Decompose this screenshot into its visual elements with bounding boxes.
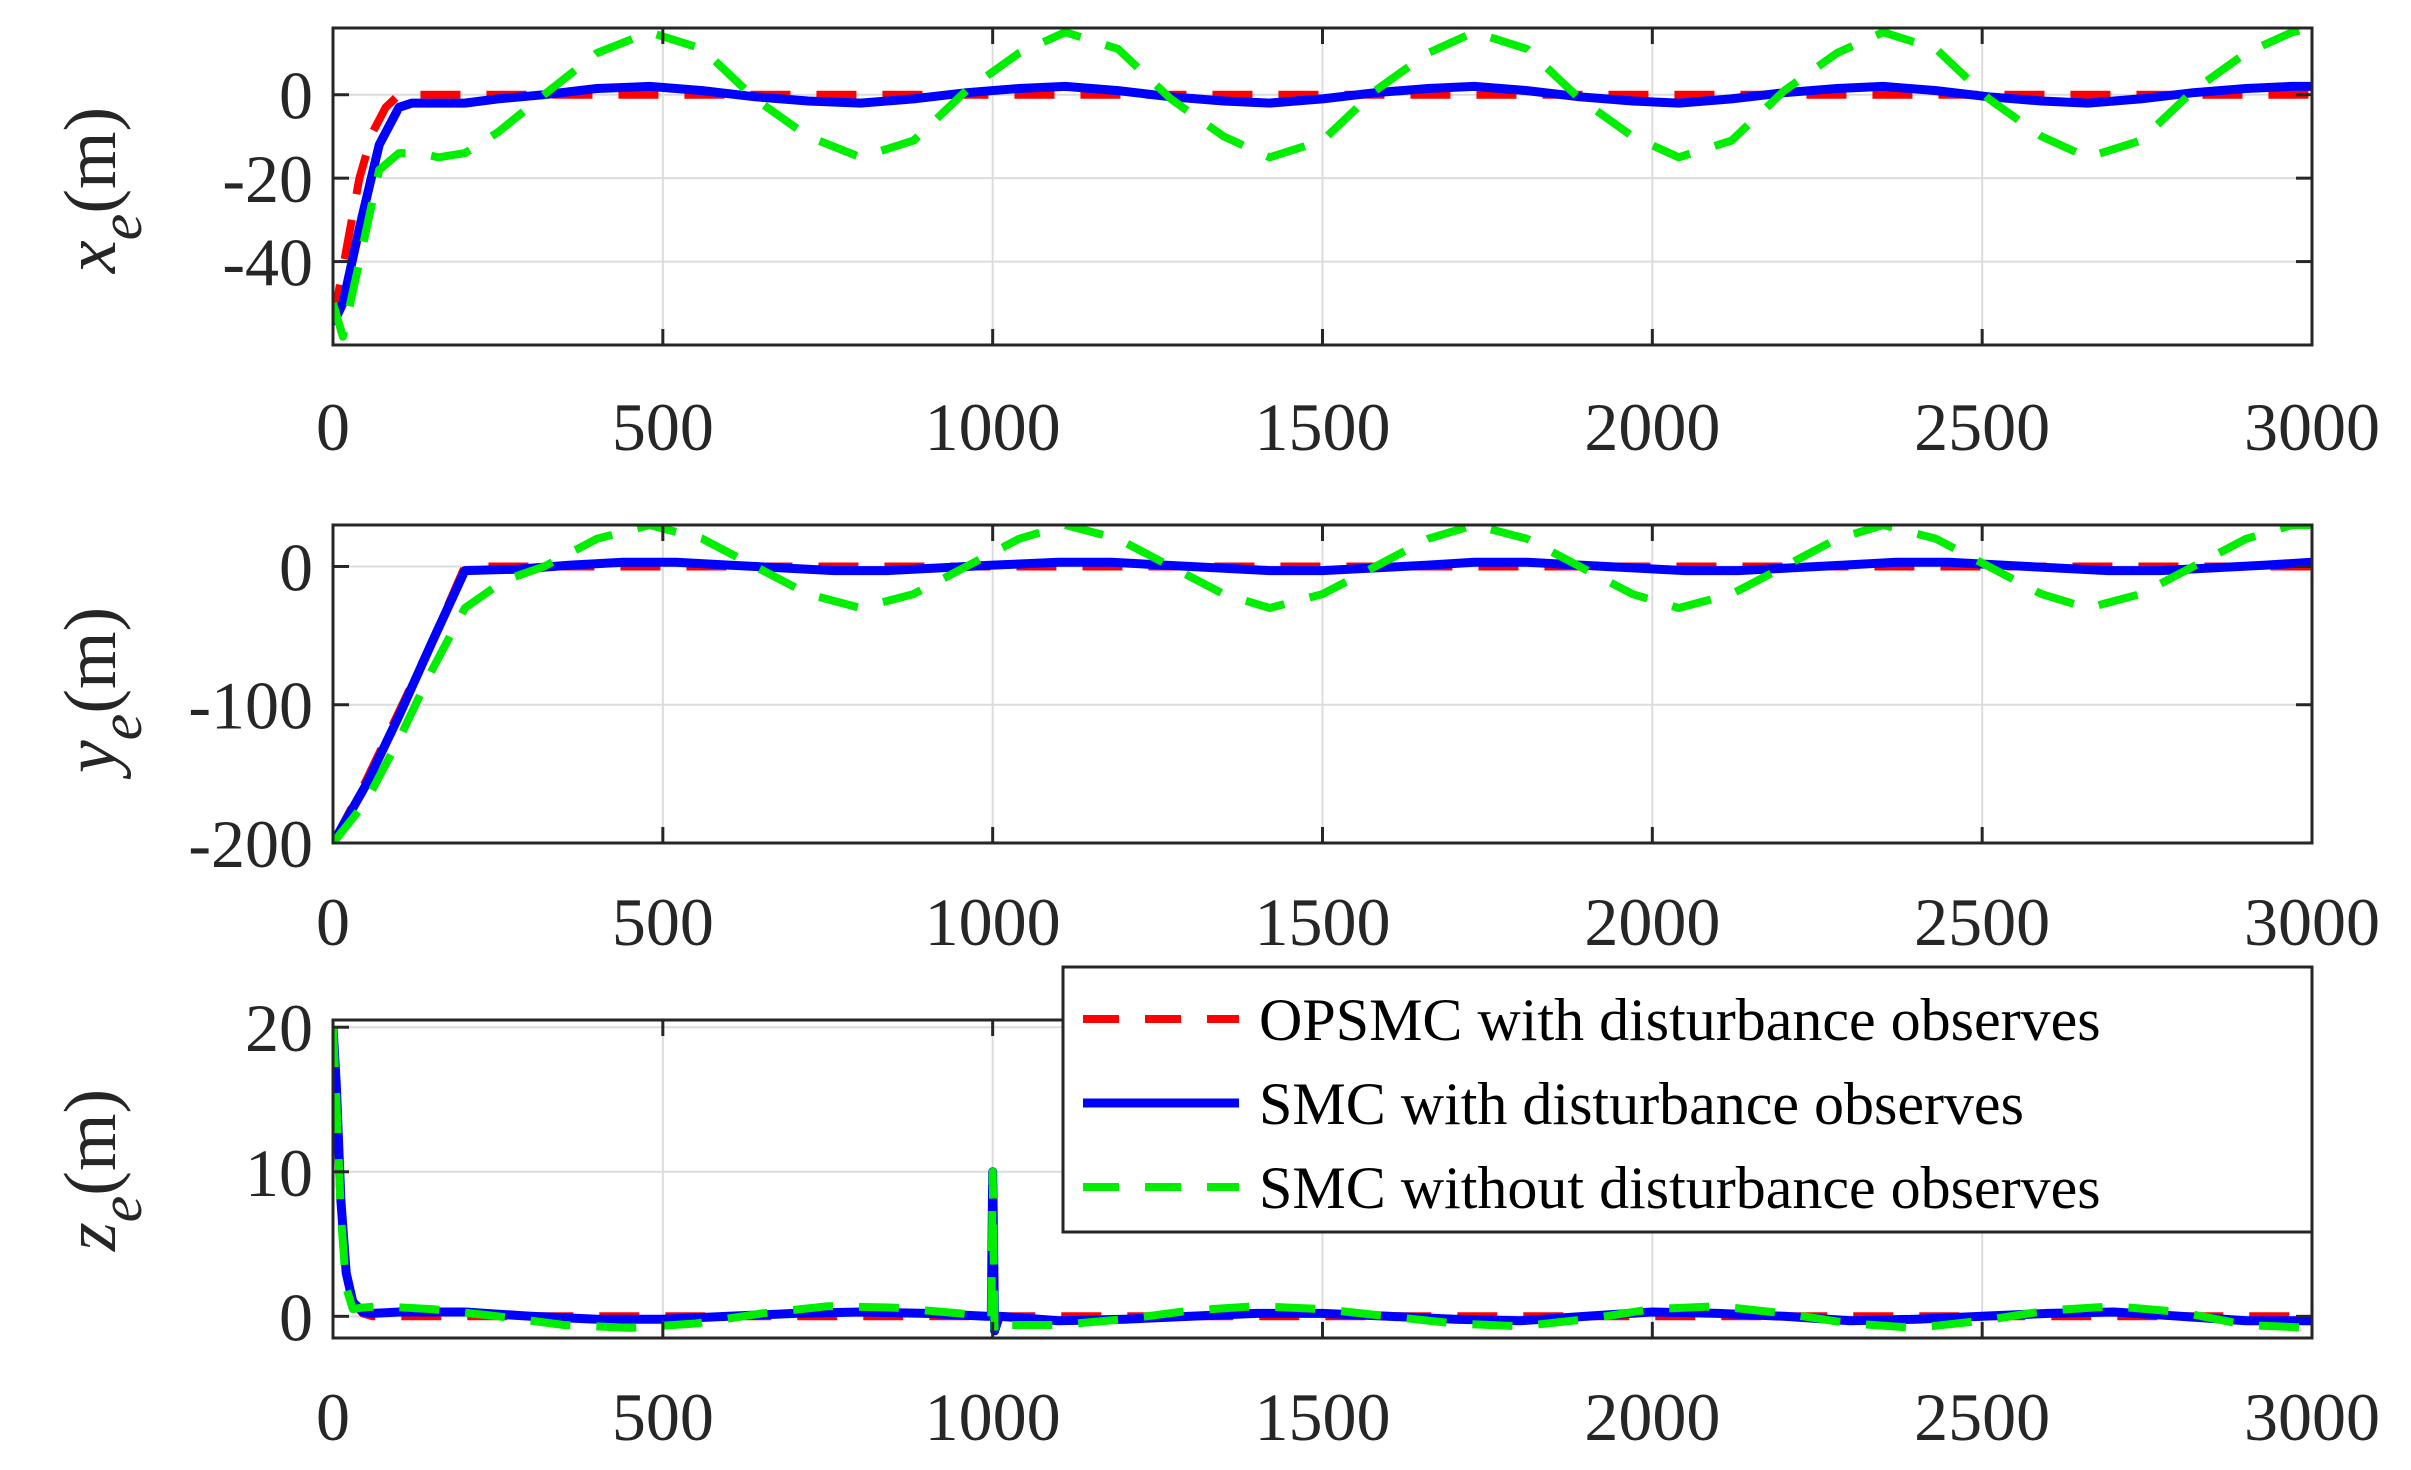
legend-label: SMC without disturbance observes: [1259, 1155, 2101, 1221]
chart-panel-y: 0 500 1000 1500 2000 2500 3000 0 -100 -200 ye(m): [50, 523, 2380, 960]
y-tick-label: 10: [245, 1135, 313, 1211]
y-tick-label: -40: [222, 225, 313, 301]
x-tick-label: 500: [612, 1379, 714, 1455]
legend-label: SMC with disturbance observes: [1259, 1071, 2024, 1137]
x-tick-label: 2000: [1584, 884, 1720, 960]
x-tick-label: 3000: [2244, 1379, 2380, 1455]
x-tick-label: 1000: [925, 884, 1061, 960]
y-axis-label-var: z: [50, 1222, 132, 1252]
x-tick-label: 3000: [2244, 389, 2380, 465]
x-tick-label: 3000: [2244, 884, 2380, 960]
y-axis-label: ye(m): [50, 607, 154, 780]
legend-label: OPSMC with disturbance observes: [1259, 987, 2101, 1053]
series-line-smc_no_obs: [333, 1027, 2312, 1338]
x-tick-label: 2500: [1914, 389, 2050, 465]
y-axis-label: xe(m): [50, 107, 154, 274]
legend: OPSMC with disturbance observes SMC with …: [1061, 965, 2314, 1234]
x-tick-label: 1500: [1255, 884, 1391, 960]
y-axis-label-var: y: [50, 740, 132, 780]
series-line-smc: [333, 557, 2312, 843]
y-axis-label-unit: (m): [50, 107, 132, 214]
y-tick-label: 0: [279, 529, 313, 605]
series-line-smc_no_obs: [333, 28, 2312, 341]
series-group: [333, 28, 2312, 341]
x-tick-label: 1500: [1255, 1379, 1391, 1455]
y-axis-label-var: x: [50, 240, 132, 274]
y-tick-label: 0: [279, 1279, 313, 1355]
y-axis-label-sub: e: [88, 714, 154, 741]
x-tick-label: 1000: [925, 1379, 1061, 1455]
y-tick-label: 0: [279, 58, 313, 134]
x-tick-label: 2500: [1914, 884, 2050, 960]
series-group: [333, 525, 2312, 843]
x-tick-label: 500: [612, 389, 714, 465]
y-axis-label-unit: (m): [50, 607, 132, 714]
x-tick-label: 2000: [1584, 389, 1720, 465]
legend-box: [1061, 965, 2314, 1234]
series-line-smc_no_obs: [333, 525, 2312, 843]
x-tick-label: 1000: [925, 389, 1061, 465]
series-line-smc: [333, 81, 2312, 327]
x-tick-label: 0: [316, 1379, 350, 1455]
x-tick-label: 2000: [1584, 1379, 1720, 1455]
y-tick-label: -20: [222, 141, 313, 217]
y-tick-label: -100: [188, 668, 313, 744]
x-tick-label: 2500: [1914, 1379, 2050, 1455]
y-axis-label-sub: e: [88, 214, 154, 241]
x-tick-label: 500: [612, 884, 714, 960]
series-line-smc: [333, 1026, 2312, 1336]
x-tick-label: 1500: [1255, 389, 1391, 465]
x-tick-label: 0: [316, 389, 350, 465]
y-axis-label: ze(m): [50, 1089, 154, 1252]
y-axis-label-sub: e: [88, 1196, 154, 1223]
y-tick-label: -200: [188, 806, 313, 882]
series-group: [333, 1026, 2312, 1338]
y-axis-label-unit: (m): [50, 1089, 132, 1196]
x-tick-label: 0: [316, 884, 350, 960]
y-tick-label: 20: [245, 990, 313, 1066]
